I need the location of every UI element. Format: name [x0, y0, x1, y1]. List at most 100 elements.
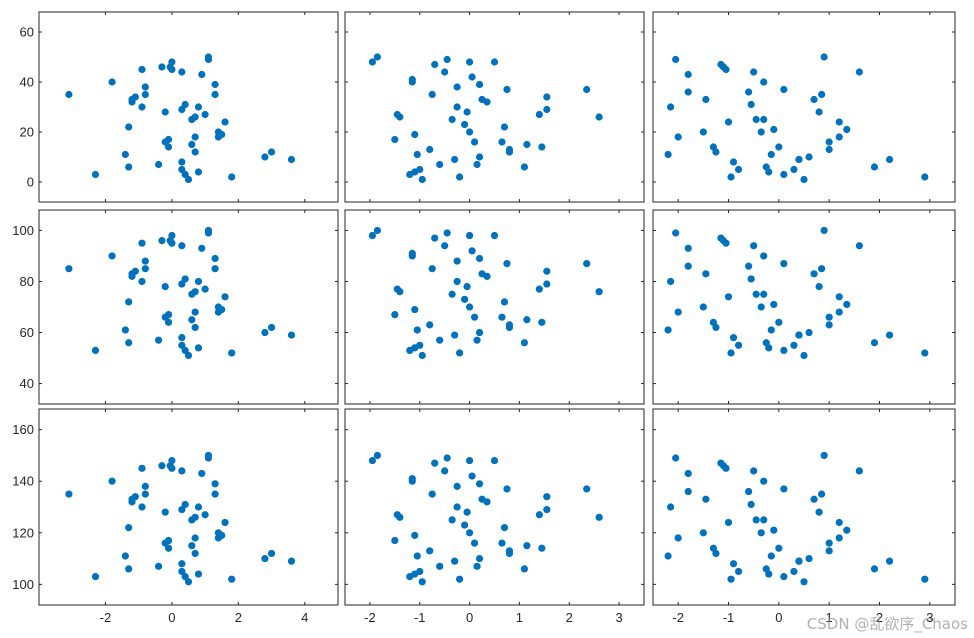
data-point: [181, 275, 189, 283]
data-point: [760, 252, 768, 260]
data-point: [790, 341, 798, 349]
data-point: [443, 55, 451, 64]
data-point: [795, 557, 803, 565]
data-point: [770, 125, 778, 134]
data-point: [373, 53, 381, 61]
data-point: [413, 552, 421, 560]
data-point: [108, 78, 116, 86]
data-point: [543, 105, 551, 114]
data-point: [724, 293, 733, 301]
data-point: [211, 490, 219, 498]
data-point: [448, 115, 456, 124]
data-point: [141, 83, 149, 91]
data-point: [211, 480, 219, 488]
data-point: [780, 170, 788, 179]
data-point: [373, 451, 381, 460]
data-point: [490, 456, 499, 465]
data-point: [805, 153, 813, 161]
data-point: [473, 562, 481, 570]
data-point: [885, 557, 894, 565]
axes-box: [38, 209, 339, 405]
x-tick-label: 2: [566, 610, 573, 625]
data-point: [138, 277, 146, 286]
data-point: [287, 557, 296, 565]
axes-box: [38, 11, 339, 203]
data-point: [684, 88, 692, 96]
data-point: [65, 490, 73, 498]
data-point: [672, 229, 680, 237]
data-point: [767, 326, 775, 334]
data-point: [885, 331, 894, 339]
data-point: [121, 326, 129, 334]
data-point: [108, 477, 116, 485]
data-point: [483, 272, 491, 280]
panel-r1-c1: 0 20 40 60: [20, 11, 339, 203]
data-point: [178, 505, 186, 514]
data-point: [745, 487, 753, 496]
data-point: [468, 73, 476, 81]
data-point: [436, 160, 444, 169]
data-point: [745, 262, 753, 270]
data-point: [684, 70, 692, 79]
data-point: [408, 75, 416, 84]
data-point: [261, 153, 269, 161]
data-point: [727, 349, 735, 357]
panel-r3-c3: -2 -1 0 1 2 3: [652, 408, 956, 625]
x-tick-label: -2: [100, 610, 112, 625]
data-point: [164, 135, 173, 144]
data-point: [218, 531, 226, 539]
data-point: [674, 133, 682, 141]
y-tick-label: 60: [20, 325, 34, 340]
data-point: [261, 554, 269, 563]
data-point: [411, 305, 419, 314]
x-tick-label: -1: [723, 610, 735, 625]
data-point: [727, 575, 735, 583]
data-point: [757, 529, 765, 537]
data-point: [780, 346, 788, 354]
data-point: [191, 323, 199, 332]
data-point: [431, 60, 439, 69]
data-point: [267, 549, 276, 558]
data-point: [456, 349, 464, 357]
axes-box: [652, 209, 956, 405]
data-point: [436, 562, 444, 570]
data-point: [194, 570, 203, 578]
data-point: [523, 316, 531, 324]
data-point: [672, 55, 680, 64]
data-point: [767, 150, 775, 159]
data-point: [65, 265, 73, 273]
data-point: [161, 108, 169, 116]
data-point: [141, 490, 149, 498]
panel-r1-c2: [344, 11, 645, 203]
data-point: [428, 90, 436, 99]
data-point: [805, 554, 813, 563]
data-point: [712, 148, 720, 156]
data-point: [138, 503, 146, 511]
data-point: [413, 150, 421, 159]
data-point: [178, 567, 186, 576]
data-point: [760, 78, 768, 86]
data-point: [810, 495, 818, 503]
data-point: [204, 226, 213, 235]
data-point: [770, 300, 778, 309]
data-point: [835, 518, 843, 527]
data-point: [463, 282, 471, 291]
data-point: [138, 103, 146, 111]
data-point: [815, 282, 823, 291]
data-point: [441, 467, 449, 475]
data-point: [820, 451, 828, 460]
data-point: [583, 485, 591, 493]
data-point: [724, 118, 733, 126]
data-point: [470, 539, 479, 547]
data-point: [775, 544, 783, 552]
data-point: [818, 265, 826, 273]
data-point: [211, 80, 219, 89]
data-point: [780, 485, 788, 493]
data-point: [121, 150, 129, 159]
data-point: [161, 508, 169, 516]
data-point: [391, 311, 399, 319]
data-point: [178, 242, 186, 250]
data-point: [674, 534, 682, 542]
data-point: [885, 155, 894, 164]
